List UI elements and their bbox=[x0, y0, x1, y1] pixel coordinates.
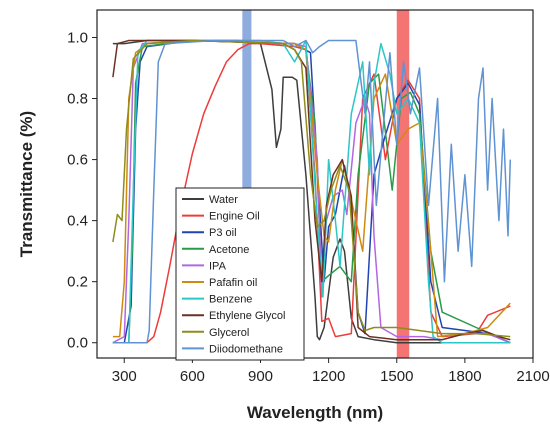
x-tick-label: 2100 bbox=[516, 368, 549, 385]
series-line-acetone bbox=[112, 39, 511, 344]
x-tick-label: 600 bbox=[180, 368, 205, 385]
plot-frame bbox=[96, 9, 534, 359]
legend-label-acetone: Acetone bbox=[209, 244, 249, 256]
series-line-glycerol bbox=[112, 39, 511, 338]
legend-label-engine-oil: Engine Oil bbox=[209, 211, 260, 223]
series-line-benzene bbox=[112, 39, 511, 344]
axis-ticks: 300 600 900 1200 1500 1800 2100 0.0 0.2 0.4 0.6 0.8… bbox=[67, 29, 550, 385]
legend-label-pafafin-oil: Pafafin oil bbox=[209, 277, 257, 289]
series-line-p3-oil bbox=[112, 39, 511, 344]
series-line-water bbox=[112, 39, 511, 344]
series-line-ethylene-glycol bbox=[112, 39, 511, 341]
series-lines bbox=[112, 39, 512, 344]
x-tick-label: 1200 bbox=[312, 368, 345, 385]
legend-label-ipa: IPA bbox=[209, 260, 227, 272]
x-tick-label: 1500 bbox=[380, 368, 413, 385]
x-tick-label: 900 bbox=[248, 368, 273, 385]
legend-label-water: Water bbox=[209, 194, 238, 206]
series-line-ipa bbox=[112, 39, 511, 344]
legend-label-p3-oil: P3 oil bbox=[209, 227, 237, 239]
series-line-diiodomethane bbox=[112, 39, 512, 344]
highlight-band-1 bbox=[242, 10, 252, 358]
legend-label-benzene: Benzene bbox=[209, 294, 252, 306]
y-tick-label: 0.6 bbox=[67, 152, 88, 169]
y-tick-label: 0.4 bbox=[67, 213, 88, 230]
highlight-band-2 bbox=[396, 10, 410, 358]
x-axis-title: Wavelength (nm) bbox=[247, 403, 383, 422]
legend-label-diiodomethane: Diiodomethane bbox=[209, 343, 283, 355]
legend: Water Engine Oil P3 oil Acetone IPA Pafafin o… bbox=[175, 187, 305, 361]
y-tick-label: 0.0 bbox=[67, 335, 88, 352]
y-tick-label: 1.0 bbox=[67, 29, 88, 46]
highlight-bands bbox=[242, 10, 410, 358]
y-tick-label: 0.2 bbox=[67, 274, 88, 291]
y-axis-title: Transmittance (%) bbox=[17, 111, 36, 257]
x-tick-label: 300 bbox=[112, 368, 137, 385]
x-tick-label: 1800 bbox=[448, 368, 481, 385]
series-line-engine-oil bbox=[112, 42, 511, 344]
legend-label-ethylene-glycol: Ethylene Glycol bbox=[209, 310, 285, 322]
legend-label-glycerol: Glycerol bbox=[209, 327, 249, 339]
y-tick-label: 0.8 bbox=[67, 91, 88, 108]
